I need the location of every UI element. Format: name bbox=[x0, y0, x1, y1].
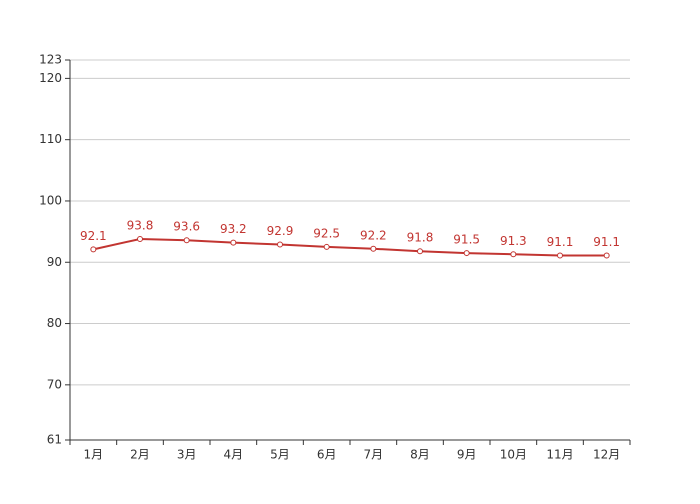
x-tick-label: 1月 bbox=[84, 448, 104, 462]
x-tick-label: 9月 bbox=[457, 448, 477, 462]
x-tick-label: 4月 bbox=[224, 448, 244, 462]
y-tick-label: 61 bbox=[47, 433, 62, 447]
y-tick-label: 70 bbox=[47, 377, 62, 391]
y-tick-label: 100 bbox=[39, 193, 62, 207]
y-tick-label: 90 bbox=[47, 255, 62, 269]
x-tick-label: 6月 bbox=[317, 448, 337, 462]
x-tick-label: 10月 bbox=[500, 448, 527, 462]
data-label: 93.8 bbox=[127, 218, 154, 232]
x-tick-label: 11月 bbox=[546, 448, 573, 462]
x-tick-label: 8月 bbox=[410, 448, 430, 462]
data-label: 93.2 bbox=[220, 222, 247, 236]
y-tick-label: 123 bbox=[39, 53, 62, 67]
y-tick-label: 120 bbox=[39, 71, 62, 85]
data-label: 92.5 bbox=[313, 226, 340, 240]
y-tick-label: 110 bbox=[39, 132, 62, 146]
point bbox=[510, 251, 517, 258]
point bbox=[417, 248, 423, 255]
point bbox=[183, 237, 190, 244]
data-label: 92.2 bbox=[360, 228, 387, 242]
x-tick-label: 3月 bbox=[177, 448, 197, 462]
x-tick-label: 12月 bbox=[593, 448, 620, 462]
data-label: 91.8 bbox=[407, 231, 434, 245]
data-label: 91.1 bbox=[547, 235, 574, 249]
line bbox=[93, 237, 607, 257]
data-label: 91.1 bbox=[593, 235, 620, 249]
point bbox=[603, 252, 610, 259]
point bbox=[230, 239, 237, 246]
point bbox=[323, 243, 330, 250]
point bbox=[557, 252, 563, 259]
x-tick-label: 2月 bbox=[130, 448, 150, 462]
point bbox=[370, 245, 377, 252]
point bbox=[90, 246, 97, 253]
point bbox=[463, 250, 470, 257]
data-label: 93.6 bbox=[173, 220, 200, 234]
point bbox=[277, 241, 283, 248]
data-label: 92.1 bbox=[80, 229, 107, 243]
data-label: 92.9 bbox=[267, 224, 294, 238]
x-tick-label: 7月 bbox=[364, 448, 384, 462]
y-tick-label: 80 bbox=[47, 316, 62, 330]
x-tick-label: 5月 bbox=[270, 448, 290, 462]
data-label: 91.3 bbox=[500, 234, 527, 248]
data-label: 91.5 bbox=[453, 233, 480, 247]
point bbox=[137, 235, 143, 242]
